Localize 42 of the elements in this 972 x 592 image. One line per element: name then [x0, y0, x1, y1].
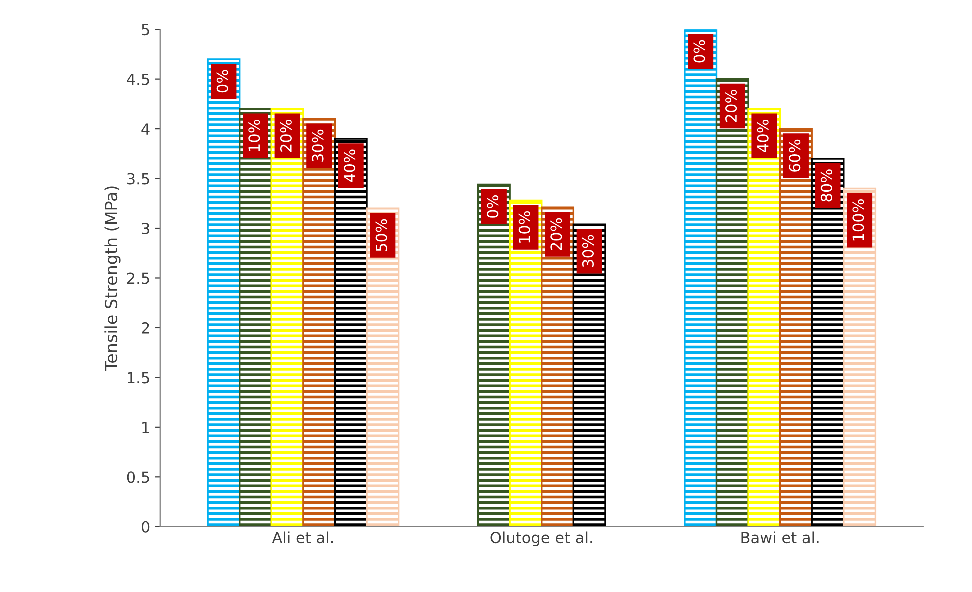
- y-tick-label: 4: [142, 124, 150, 135]
- y-tick-label: 3.5: [128, 173, 150, 185]
- annotation: 30%: [582, 235, 594, 268]
- x-tick-label: Olutoge et al.: [490, 532, 592, 547]
- bar: [684, 30, 718, 527]
- bar: [334, 138, 368, 527]
- y-tick-label: 4.5: [127, 74, 150, 86]
- annotation: 100%: [852, 200, 864, 241]
- bar: [366, 208, 400, 527]
- y-tick-label: 2: [142, 322, 150, 334]
- annotation: 60%: [789, 140, 801, 172]
- x-tick-label: Ali et al.: [272, 532, 334, 544]
- annotation: 40%: [344, 150, 356, 182]
- annotation: 20%: [726, 90, 738, 122]
- annotation: 0%: [694, 40, 706, 63]
- y-tick-label: 2.5: [127, 272, 150, 284]
- annotation: 30%: [312, 130, 324, 162]
- bar: [270, 108, 304, 527]
- x-tick-label: Bawi et al.: [742, 532, 819, 544]
- annotation: 40%: [757, 120, 769, 152]
- bar: [716, 78, 750, 527]
- y-axis-title: Tensile Strength (MPa): [104, 186, 121, 372]
- y-tick-label: 0.5: [127, 472, 150, 484]
- y-tick-label: 1.5: [128, 372, 150, 384]
- annotation: 80%: [820, 170, 832, 202]
- annotation: 20%: [550, 218, 562, 250]
- bar: [477, 184, 511, 527]
- bar: [780, 128, 813, 527]
- y-tick-label: 1: [142, 422, 150, 434]
- bar: [207, 58, 241, 527]
- bar: [302, 118, 336, 527]
- annotation: 10%: [248, 120, 260, 152]
- annotation: 0%: [487, 196, 499, 218]
- annotation: 10%: [518, 211, 530, 243]
- annotation: 0%: [216, 70, 228, 93]
- y-tick-label: 0: [142, 521, 150, 533]
- y-tick-label: 5: [142, 24, 150, 36]
- y-tick-label: 3: [142, 222, 150, 235]
- annotation: 20%: [280, 120, 292, 152]
- bar: [239, 108, 272, 527]
- bar: [748, 108, 782, 527]
- annotation: 50%: [376, 219, 388, 252]
